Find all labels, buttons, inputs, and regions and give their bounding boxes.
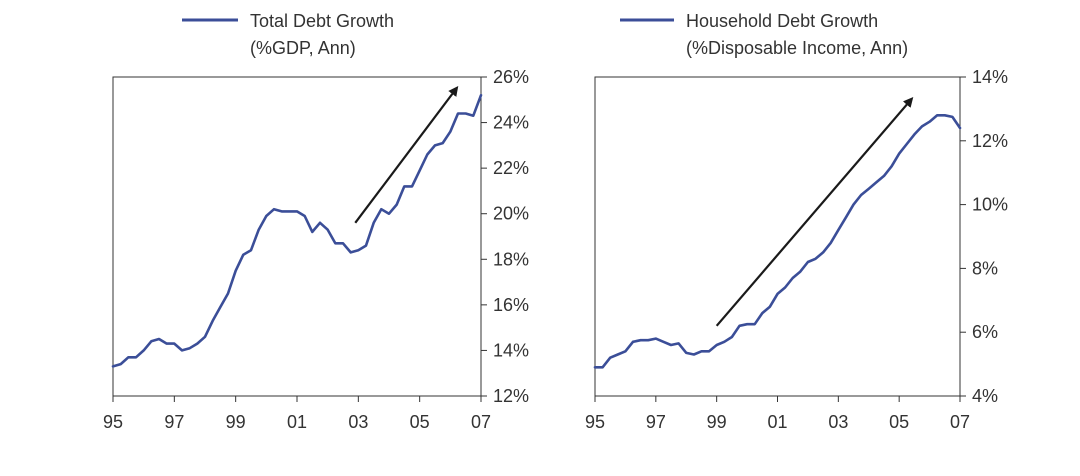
x-tick-label: 99 <box>226 412 246 432</box>
x-tick-label: 07 <box>950 412 970 432</box>
x-tick-label: 03 <box>828 412 848 432</box>
y-tick-label: 4% <box>972 386 998 406</box>
x-tick-label: 95 <box>585 412 605 432</box>
legend-sublabel: (%Disposable Income, Ann) <box>686 38 908 58</box>
trend-arrow <box>715 97 914 327</box>
x-tick-label: 07 <box>471 412 491 432</box>
chart-panel-1: Total Debt Growth (%GDP, Ann) 95 97 99 01 03 05… <box>103 11 529 432</box>
trend-arrow <box>354 85 459 224</box>
x-tick-label: 03 <box>348 412 368 432</box>
y-tick-label: 8% <box>972 258 998 278</box>
y-tick-label: 26% <box>493 67 529 87</box>
legend-label: Household Debt Growth <box>686 11 878 31</box>
x-tick-label: 01 <box>287 412 307 432</box>
legend-label: Total Debt Growth <box>250 11 394 31</box>
y-tick-label: 12% <box>972 131 1008 151</box>
series-line-1 <box>111 93 483 368</box>
plot-frame <box>594 76 961 397</box>
y-tick-label: 16% <box>493 295 529 315</box>
y-tick-label: 14% <box>493 340 529 360</box>
y-tick-label: 14% <box>972 67 1008 87</box>
chart-panel-2: Household Debt Growth (%Disposable Income… <box>585 11 1008 432</box>
y-tick-label: 22% <box>493 158 529 178</box>
y-tick-label: 24% <box>493 113 529 133</box>
y-tick-label: 12% <box>493 386 529 406</box>
x-tick-label: 97 <box>164 412 184 432</box>
y-tick-label: 6% <box>972 322 998 342</box>
series-line-1 <box>593 114 962 369</box>
legend-sublabel: (%GDP, Ann) <box>250 38 356 58</box>
x-tick-label: 97 <box>646 412 666 432</box>
plot-frame <box>112 76 482 397</box>
y-tick-label: 18% <box>493 249 529 269</box>
y-tick-label: 20% <box>493 204 529 224</box>
x-tick-label: 95 <box>103 412 123 432</box>
x-tick-label: 99 <box>707 412 727 432</box>
x-tick-label: 01 <box>767 412 787 432</box>
x-tick-label: 05 <box>889 412 909 432</box>
y-tick-label: 10% <box>972 195 1008 215</box>
x-tick-label: 05 <box>410 412 430 432</box>
